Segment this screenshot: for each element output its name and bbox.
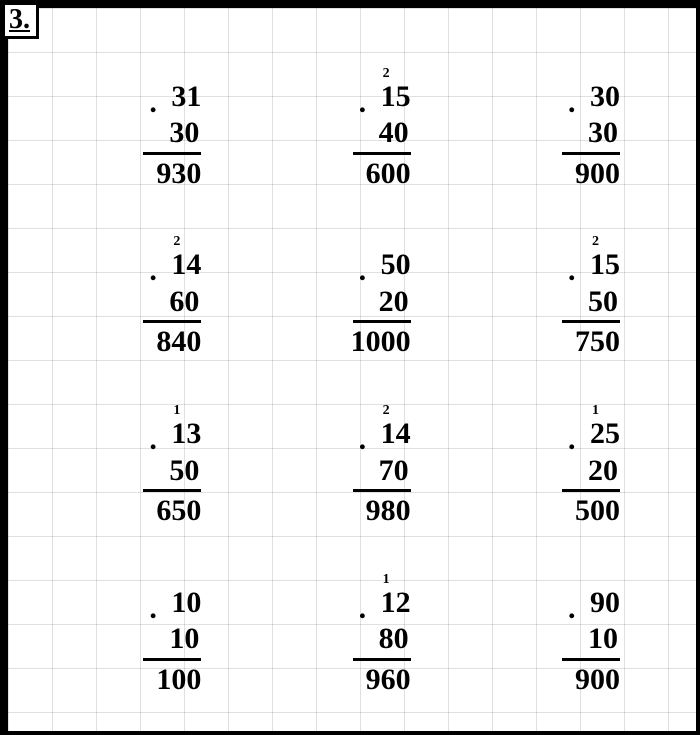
leading-dot: .: [359, 254, 367, 289]
multiplicand: 12.1: [381, 586, 411, 621]
multiplicand-row: 25.1: [590, 417, 620, 452]
multiplicand: 31.: [171, 80, 201, 115]
multiplier: 10: [143, 622, 201, 661]
multiplier: 60: [143, 285, 201, 324]
problem-grid: 31.3093015.24060030.3090014.26084050.201…: [8, 56, 696, 731]
multiplicand: 25.1: [590, 417, 620, 452]
multiplication-problem: 10.10100: [38, 562, 247, 721]
product: 100: [156, 661, 201, 698]
multiplication-problem: 15.250750: [457, 225, 666, 384]
multiplier: 20: [562, 454, 620, 493]
multiplier: 30: [143, 116, 201, 155]
carry-digit: 2: [383, 66, 390, 82]
multiplicand: 15.2: [590, 248, 620, 283]
multiplier: 20: [353, 285, 411, 324]
carry-digit: 2: [383, 403, 390, 419]
multiplicand: 90.: [590, 586, 620, 621]
multiplicand: 14.2: [171, 248, 201, 283]
multiplicand-row: 15.2: [590, 248, 620, 283]
product: 1000: [351, 323, 411, 360]
leading-dot: .: [359, 86, 367, 121]
carry-digit: 2: [173, 234, 180, 250]
product: 840: [156, 323, 201, 360]
leading-dot: .: [568, 254, 576, 289]
multiplication-problem: 50.201000: [247, 225, 456, 384]
multiplication-problem: 13.150650: [38, 394, 247, 553]
product: 500: [575, 492, 620, 529]
leading-dot: .: [149, 423, 157, 458]
product: 900: [575, 155, 620, 192]
carry-digit: 2: [592, 234, 599, 250]
multiplication-problem: 12.180960: [247, 562, 456, 721]
multiplicand-row: 14.2: [381, 417, 411, 452]
worksheet-page: 3. 31.3093015.24060030.3090014.26084050.…: [0, 0, 700, 735]
multiplicand-row: 13.1: [171, 417, 201, 452]
multiplication-problem: 14.260840: [38, 225, 247, 384]
multiplicand-row: 50.: [381, 248, 411, 283]
multiplicand: 30.: [590, 80, 620, 115]
multiplier: 50: [562, 285, 620, 324]
multiplicand-row: 30.: [590, 80, 620, 115]
product: 900: [575, 661, 620, 698]
leading-dot: .: [149, 254, 157, 289]
product: 600: [366, 155, 411, 192]
leading-dot: .: [359, 423, 367, 458]
multiplicand: 13.1: [171, 417, 201, 452]
multiplier: 40: [353, 116, 411, 155]
multiplication-problem: 25.120500: [457, 394, 666, 553]
problem-set-label: 3.: [2, 2, 39, 39]
multiplier: 30: [562, 116, 620, 155]
multiplicand: 14.2: [381, 417, 411, 452]
multiplicand-row: 31.: [171, 80, 201, 115]
carry-digit: 1: [383, 572, 390, 588]
product: 650: [156, 492, 201, 529]
product: 930: [156, 155, 201, 192]
multiplication-problem: 15.240600: [247, 56, 456, 215]
product: 750: [575, 323, 620, 360]
multiplicand-row: 10.: [171, 586, 201, 621]
multiplicand-row: 12.1: [381, 586, 411, 621]
carry-digit: 1: [592, 403, 599, 419]
multiplier: 80: [353, 622, 411, 661]
carry-digit: 1: [173, 403, 180, 419]
multiplier: 50: [143, 454, 201, 493]
product: 960: [366, 661, 411, 698]
leading-dot: .: [568, 423, 576, 458]
multiplication-problem: 14.270980: [247, 394, 456, 553]
multiplication-problem: 90.10900: [457, 562, 666, 721]
multiplicand: 50.: [381, 248, 411, 283]
multiplicand-row: 15.2: [381, 80, 411, 115]
product: 980: [366, 492, 411, 529]
leading-dot: .: [359, 592, 367, 627]
leading-dot: .: [149, 86, 157, 121]
multiplicand-row: 14.2: [171, 248, 201, 283]
multiplier: 70: [353, 454, 411, 493]
leading-dot: .: [568, 86, 576, 121]
multiplication-problem: 30.30900: [457, 56, 666, 215]
multiplicand-row: 90.: [590, 586, 620, 621]
multiplier: 10: [562, 622, 620, 661]
multiplication-problem: 31.30930: [38, 56, 247, 215]
multiplicand: 10.: [171, 586, 201, 621]
leading-dot: .: [568, 592, 576, 627]
multiplicand: 15.2: [381, 80, 411, 115]
leading-dot: .: [149, 592, 157, 627]
